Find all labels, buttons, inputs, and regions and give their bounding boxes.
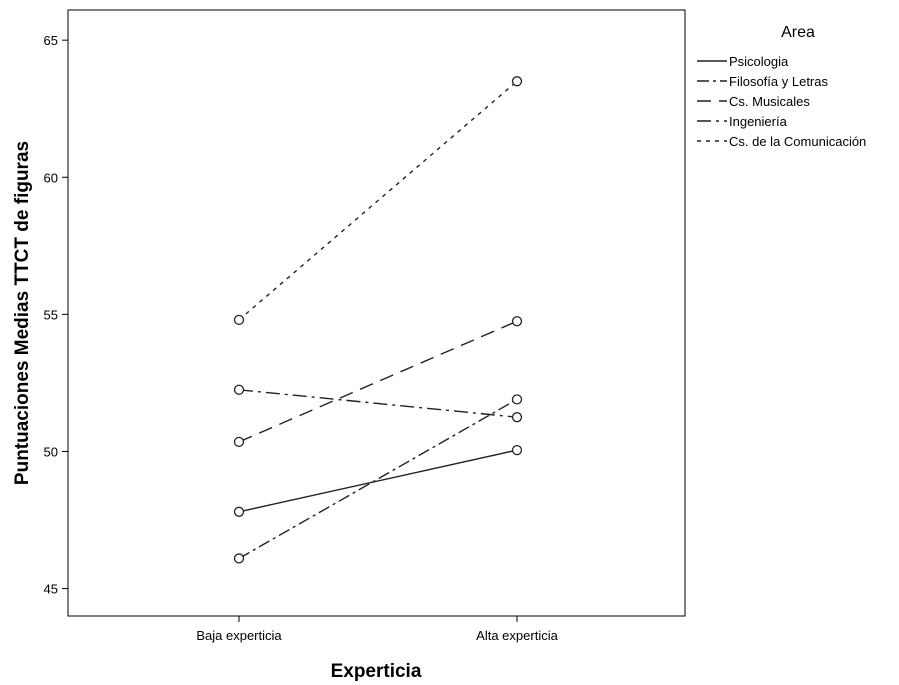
legend-label: Psicologia — [729, 54, 789, 69]
plot-frame — [67, 9, 686, 617]
series-line — [238, 449, 518, 513]
x-tick-label: Baja experticia — [196, 628, 282, 643]
x-axis: Baja experticia Alta experticia — [196, 616, 559, 643]
legend-title: Area — [781, 24, 815, 41]
y-tick-label: 65 — [44, 33, 58, 48]
legend-label: Cs. Musicales — [729, 94, 810, 109]
data-point — [233, 384, 245, 395]
data-point — [511, 76, 523, 87]
x-axis-title: Experticia — [331, 661, 422, 682]
data-point — [511, 394, 523, 405]
legend-label: Ingeniería — [729, 114, 788, 129]
y-tick-label: 55 — [44, 307, 58, 322]
data-point — [233, 506, 245, 517]
y-tick-label: 50 — [44, 444, 58, 459]
series-line — [238, 320, 518, 443]
legend-label: Filosofía y Letras — [729, 74, 828, 89]
data-point — [511, 444, 523, 456]
y-tick-label: 45 — [44, 582, 58, 597]
data-point — [511, 316, 523, 327]
y-axis: 45 50 55 60 65 — [44, 33, 68, 597]
data-point — [233, 553, 245, 564]
legend-label: Cs. de la Comunicación — [729, 134, 866, 149]
data-point — [233, 436, 245, 448]
series-line — [238, 398, 518, 560]
series-line — [238, 389, 518, 418]
legend: Psicologia Filosofía y Letras Cs. Musicale… — [697, 54, 866, 149]
y-tick-label: 60 — [44, 170, 58, 185]
series-layer — [233, 76, 523, 564]
data-point — [511, 412, 523, 423]
x-tick-label: Alta experticia — [476, 628, 558, 643]
series-line — [238, 80, 518, 321]
y-axis-title: Puntuaciones Medias TTCT de figuras — [12, 141, 33, 485]
data-point — [233, 314, 245, 326]
